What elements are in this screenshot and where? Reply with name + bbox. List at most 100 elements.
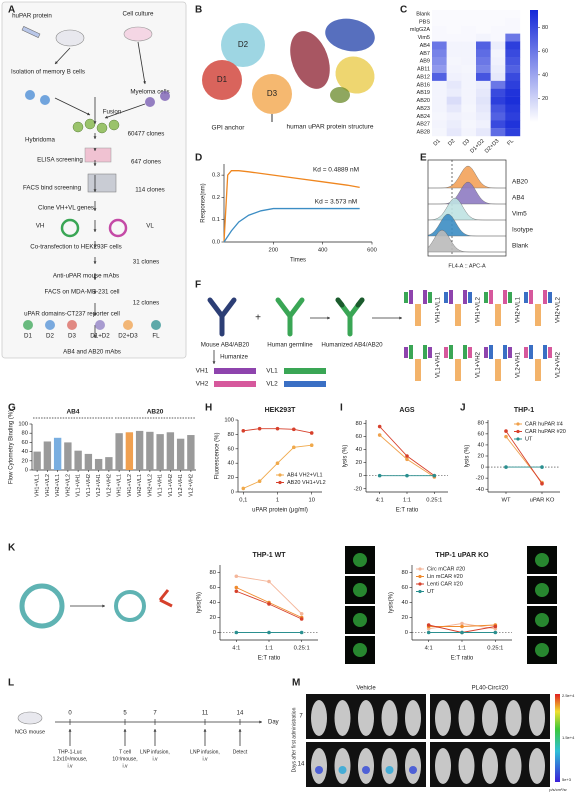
row-label: AB12 xyxy=(417,74,430,80)
domain-label: human uPAR protein structure xyxy=(287,124,374,131)
histogram xyxy=(428,165,506,189)
y-tick-label: 40 xyxy=(210,600,216,606)
data-point xyxy=(432,473,437,478)
heatmap-cell xyxy=(490,10,506,19)
panel-letter: K xyxy=(8,543,16,554)
heatmap-cell xyxy=(461,112,477,121)
y-tick-label: 40 xyxy=(402,600,408,606)
arrow-head xyxy=(259,720,262,724)
heatmap-cell xyxy=(461,128,477,137)
plasmid-vh xyxy=(60,218,80,238)
bli-colorbar xyxy=(555,694,560,782)
heatmap-cell xyxy=(490,65,506,74)
constant-region xyxy=(415,359,421,381)
bar xyxy=(64,442,72,470)
antibody-label: Mouse AB4/AB20 xyxy=(201,342,250,349)
colorbar-label: 40 xyxy=(542,72,548,78)
cell-fluorescence xyxy=(535,613,549,627)
heavy-chain xyxy=(423,290,427,304)
domain-label: D1 xyxy=(217,75,228,84)
series-line xyxy=(223,207,360,243)
y-tick-label: 20 xyxy=(402,615,408,621)
heatmap-cell xyxy=(446,120,462,129)
y-tick-label: 60 xyxy=(402,585,408,591)
x-tick-label: 0.25:1 xyxy=(487,646,503,652)
heatmap-cell xyxy=(476,120,491,129)
domain-d3 xyxy=(252,74,292,114)
heatmap-cell xyxy=(490,96,506,105)
x-tick-label: 0,1 xyxy=(239,498,247,504)
arrow-head xyxy=(55,61,58,64)
y-tick-label: 80 xyxy=(356,421,362,427)
antibody-label: Humanize xyxy=(220,354,248,361)
sample-label: Vim5 xyxy=(512,211,527,218)
cell-fluorescence xyxy=(353,583,367,597)
data-point xyxy=(234,574,239,579)
x-tick-label: 200 xyxy=(268,248,278,254)
bli-signal xyxy=(315,766,323,774)
x-tick-label: VL2+VH2 xyxy=(106,474,112,497)
domain-label: GPI anchor xyxy=(212,125,246,132)
antibody xyxy=(207,297,237,337)
x-tick-label: VL1+VH1 xyxy=(158,474,164,497)
x-tick-label: VH2+VL1 xyxy=(137,474,143,497)
group-label: AB20 xyxy=(147,409,164,416)
data-point xyxy=(257,426,262,431)
y-tick-label: 0 xyxy=(25,468,28,474)
heatmap-cell xyxy=(432,80,447,89)
legend-marker xyxy=(516,429,520,434)
data-point xyxy=(267,630,271,635)
heatmap-cell xyxy=(505,33,521,42)
cell-icon xyxy=(160,91,170,101)
y-tick-label: 20 xyxy=(478,454,484,460)
legend-label: Circ mCAR #20 xyxy=(427,566,465,572)
legend-label: AB20 VH1+VL2 xyxy=(287,480,326,486)
reporter-cell xyxy=(123,320,133,330)
constant-region xyxy=(495,304,501,326)
y-tick-label: 0.2 xyxy=(212,195,220,201)
light-chain xyxy=(508,292,512,303)
y-tick-label: 0 xyxy=(213,630,216,636)
heatmap-cell xyxy=(432,73,447,82)
antibody-tip xyxy=(335,297,365,308)
mouse-image xyxy=(458,748,475,784)
mouse-image xyxy=(311,700,327,736)
day-label: 0 xyxy=(68,711,72,717)
reporter-cell xyxy=(23,320,33,330)
variant-label: VL2+VH1 xyxy=(516,351,522,378)
data-point xyxy=(377,424,382,429)
x-tick-label: 10 xyxy=(308,498,314,504)
heavy-chain xyxy=(449,290,453,304)
heatmap-cell xyxy=(461,17,477,26)
heatmap-cell xyxy=(505,120,521,129)
data-point xyxy=(540,465,544,469)
plasmid-vl xyxy=(108,218,128,238)
workflow-label: FACS on MDA-MB-231 cell xyxy=(45,289,120,296)
row-label: AB23 xyxy=(417,106,430,112)
heatmap-cell xyxy=(505,49,521,58)
legend-label: Lin mCAR #20 xyxy=(427,574,463,580)
bar xyxy=(176,438,185,470)
data-point xyxy=(234,585,239,590)
mouse-image xyxy=(334,700,351,736)
column-label: D1 xyxy=(433,138,442,147)
x-tick-label: 600 xyxy=(367,248,377,254)
y-tick-label: 80 xyxy=(402,570,408,576)
constant-region xyxy=(455,359,461,381)
domain-d2 xyxy=(221,23,265,67)
heavy-chain xyxy=(503,345,507,359)
legend-marker xyxy=(516,422,520,426)
car-icon xyxy=(158,589,173,608)
panel-letter: M xyxy=(292,678,300,689)
bar xyxy=(115,433,123,470)
heavy-chain xyxy=(409,345,413,359)
arrow xyxy=(54,97,91,116)
hybridoma-icon xyxy=(108,119,120,131)
heavy-chain xyxy=(449,345,453,359)
heatmap-cell xyxy=(476,49,491,58)
data-point xyxy=(309,443,314,448)
y-tick-label: 0 xyxy=(481,465,484,471)
x-tick-label: 4:1 xyxy=(376,498,384,504)
data-point xyxy=(275,461,280,466)
legend-marker xyxy=(418,582,422,586)
